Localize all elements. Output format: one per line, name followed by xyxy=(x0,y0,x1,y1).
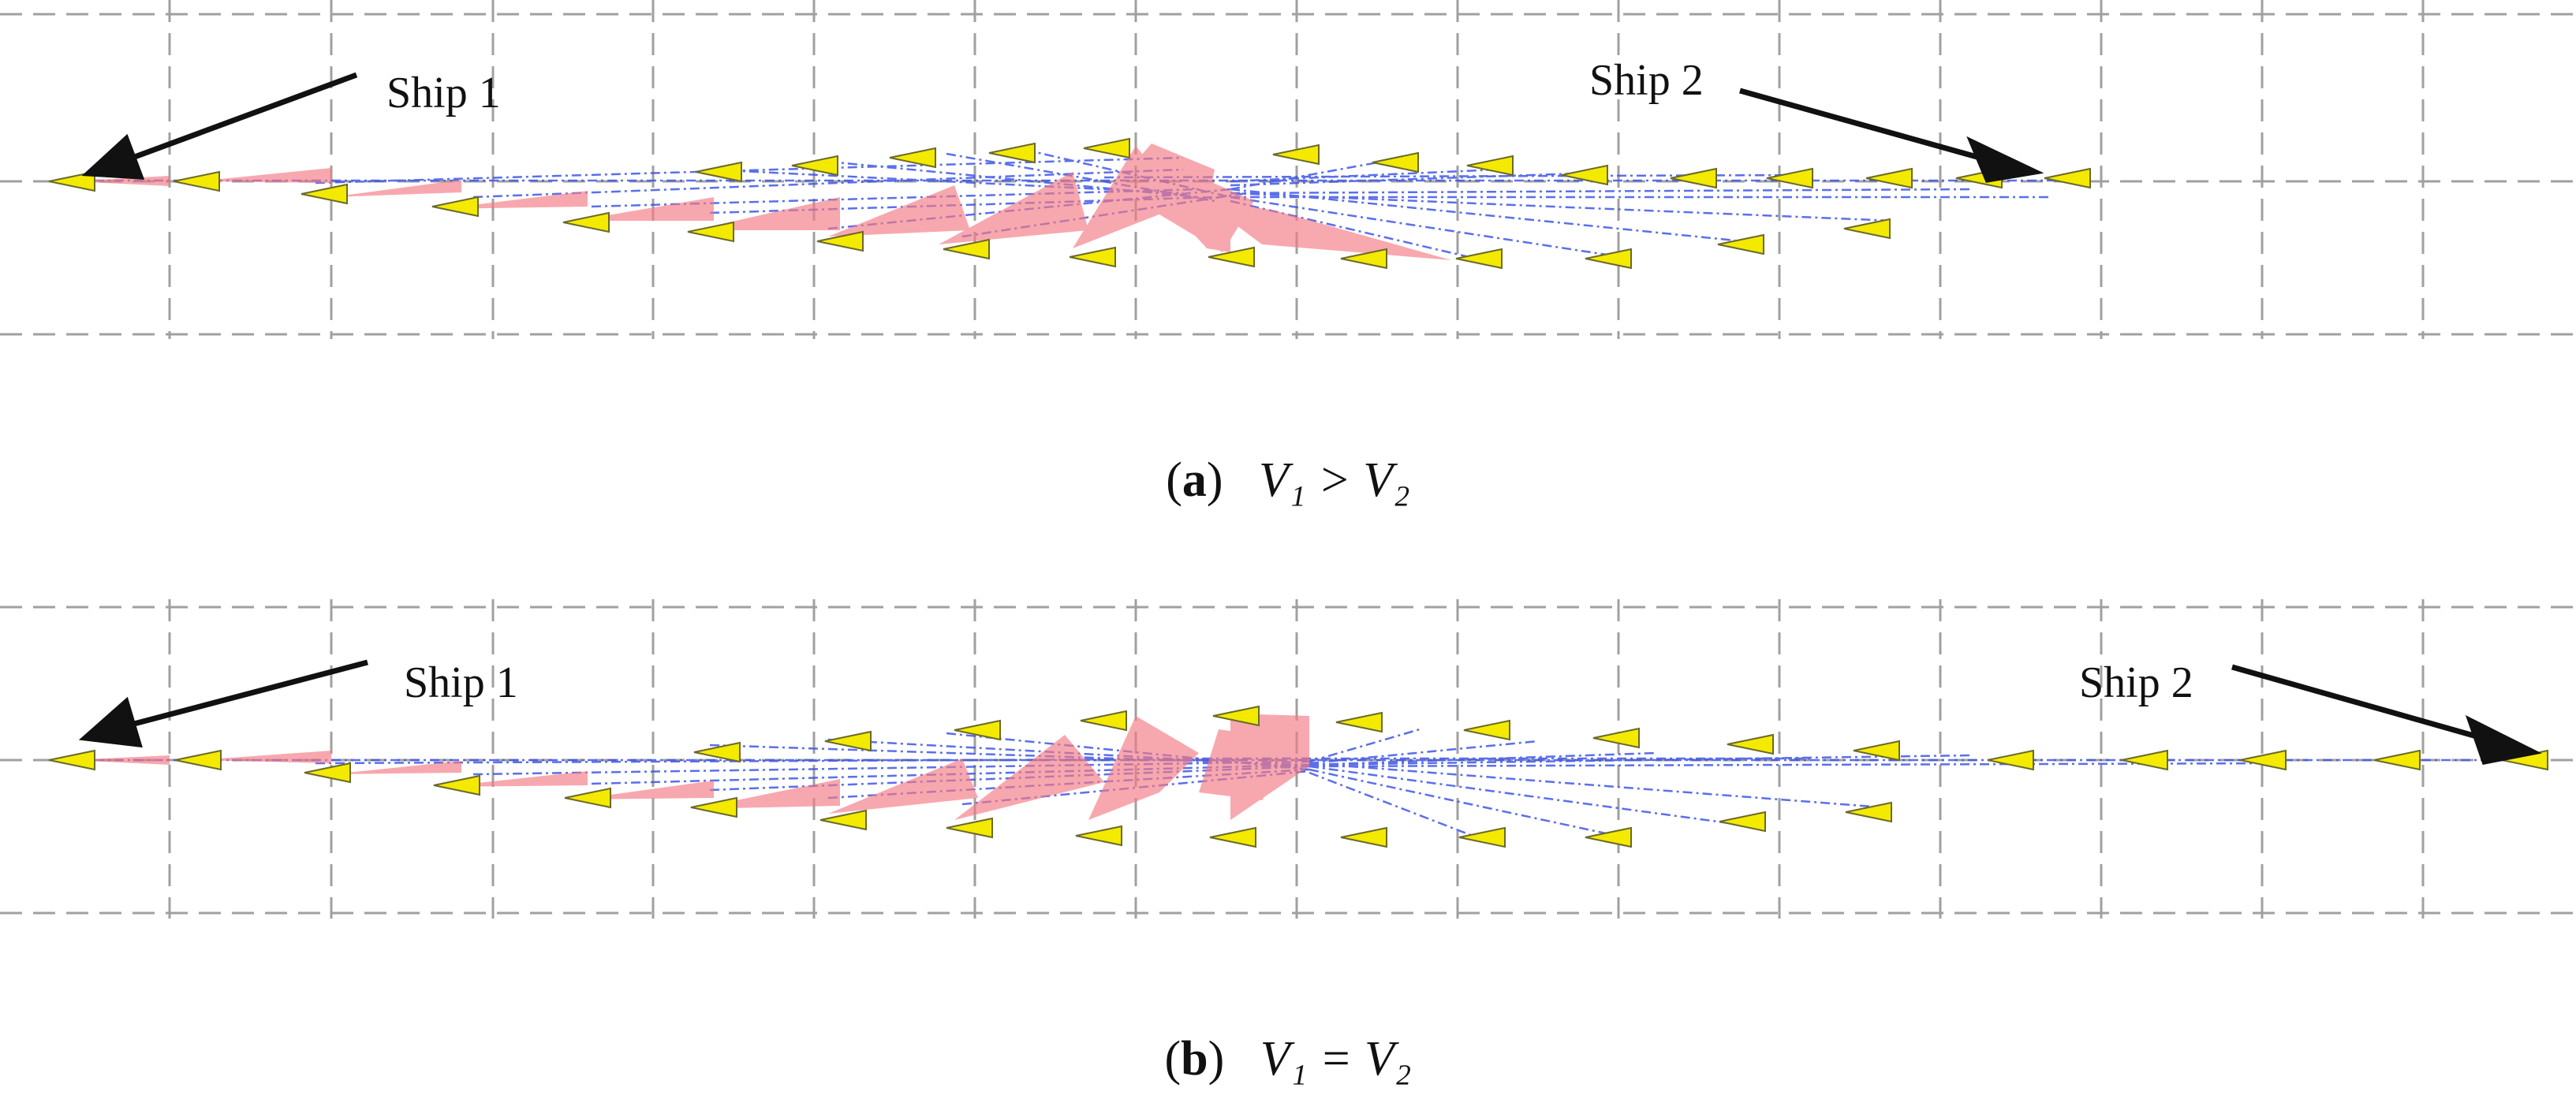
ship-marker xyxy=(1561,164,1608,186)
ship-marker xyxy=(1340,826,1387,848)
ship-marker xyxy=(1080,710,1127,732)
ship-marker xyxy=(1075,825,1122,847)
ship1-label: Ship 1 xyxy=(404,658,518,707)
ship-domains xyxy=(71,144,1451,260)
ship-marker xyxy=(174,749,222,771)
ship-marker xyxy=(954,719,1001,741)
ship1-label: Ship 1 xyxy=(386,69,501,117)
ship-marker xyxy=(1372,151,1419,173)
ship-marker xyxy=(1069,246,1116,268)
ship-marker xyxy=(1585,248,1632,270)
ship-marker xyxy=(1853,740,1900,762)
ship-marker xyxy=(1466,155,1514,177)
ship2-label: Ship 2 xyxy=(2079,658,2193,707)
ship-marker xyxy=(695,161,742,183)
ship-marker xyxy=(1463,719,1510,741)
ship-marker xyxy=(48,170,95,192)
ship-marker xyxy=(2044,167,2091,189)
ship-marker xyxy=(693,741,741,763)
grid xyxy=(0,0,2576,339)
panel-a-diagram: Ship 1 Ship 2 xyxy=(0,0,2576,339)
ship-marker xyxy=(1843,218,1891,240)
ship-marker xyxy=(1845,801,1892,823)
ship-marker xyxy=(1987,749,2034,771)
annotation-arrows xyxy=(78,659,2542,766)
ship-marker xyxy=(1209,826,1256,848)
ship-marker xyxy=(889,147,936,169)
ship2-arrowhead xyxy=(1966,136,2044,183)
ship-marker xyxy=(1727,733,1774,755)
ship-marker xyxy=(816,230,864,252)
ship-marker xyxy=(1083,137,1130,159)
ship-marker xyxy=(687,221,734,243)
ship-marker xyxy=(1272,144,1320,166)
ship-marker xyxy=(1592,727,1640,749)
ship-marker xyxy=(2239,749,2287,771)
ship-marker xyxy=(1719,811,1766,833)
ship-marker xyxy=(2121,749,2168,771)
ship-domains xyxy=(71,714,1309,820)
ship-marker xyxy=(433,774,480,796)
ship-marker xyxy=(988,142,1036,164)
ship-marker xyxy=(431,196,479,218)
ship-marker xyxy=(1670,167,1717,189)
ship-marker xyxy=(564,787,611,809)
caption-b: (b) V₁ = V₂ xyxy=(1164,1032,1412,1086)
ship-marker xyxy=(943,238,990,260)
ship-marker xyxy=(1458,826,1506,848)
ship-marker xyxy=(304,762,351,784)
caption-math: V₁ = V₂ xyxy=(1260,1032,1412,1086)
ship-marker xyxy=(562,211,610,233)
ship-marker xyxy=(173,170,220,192)
ship-marker xyxy=(48,749,95,771)
ship-marker xyxy=(1208,246,1255,268)
panel-b: Ship 1 Ship 2 (b) V₁ = V₂ xyxy=(0,583,2576,1107)
caption-letter: b xyxy=(1181,1032,1208,1086)
ship-marker xyxy=(946,817,993,839)
ship1-arrowhead xyxy=(81,133,145,180)
ship-marker xyxy=(1717,233,1764,255)
panel-b-diagram: Ship 1 Ship 2 xyxy=(0,599,2576,919)
caption-math: V₁ > V₂ xyxy=(1259,453,1410,507)
ship-marker xyxy=(301,183,348,205)
ship-marker xyxy=(824,730,872,752)
ship2-label: Ship 2 xyxy=(1589,56,1704,105)
ship-marker xyxy=(1865,167,1913,189)
ship1-arrowhead xyxy=(78,696,143,748)
ships xyxy=(48,705,2548,848)
ship2-arrowhead xyxy=(2465,715,2542,766)
annotation-arrows xyxy=(81,72,2044,183)
ship-marker xyxy=(1212,705,1260,727)
ship-marker xyxy=(1766,167,1813,189)
ships xyxy=(48,137,2091,270)
panel-a: Ship 1 Ship 2 (a) V₁ > V₂ xyxy=(0,0,2576,552)
ship-marker xyxy=(1455,248,1503,270)
ship-marker xyxy=(690,796,737,818)
grid xyxy=(0,599,2576,919)
ship-marker xyxy=(1335,711,1383,733)
caption-a: (a) V₁ > V₂ xyxy=(1166,453,1410,507)
ship-marker xyxy=(2373,749,2421,771)
ship-marker xyxy=(1340,248,1387,270)
ship-marker xyxy=(791,155,838,177)
ship-marker xyxy=(819,809,867,831)
ship-marker xyxy=(1585,826,1632,848)
caption-letter: a xyxy=(1182,453,1207,507)
